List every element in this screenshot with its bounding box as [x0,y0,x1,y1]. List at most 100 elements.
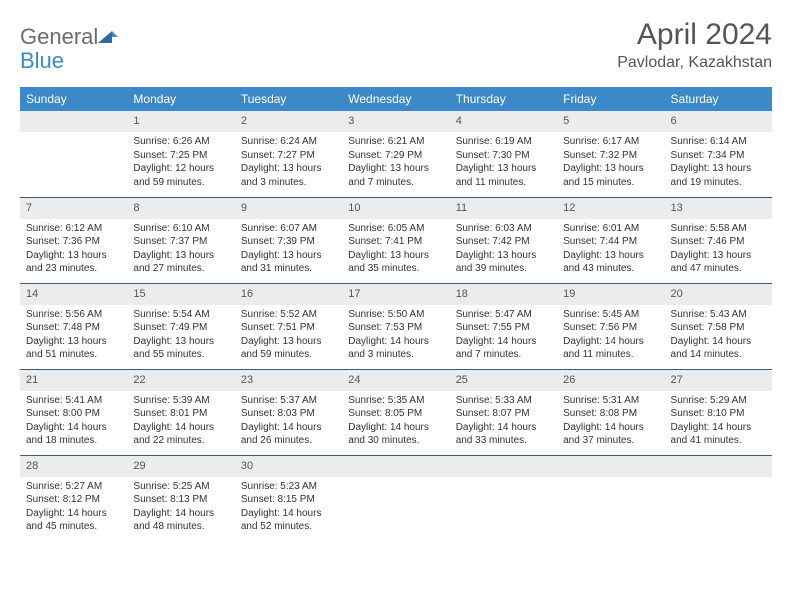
sunrise-text: Sunrise: 6:01 AM [563,222,658,236]
daylight-text-1: Daylight: 14 hours [133,507,228,521]
day-number: 25 [450,370,557,391]
day-content: Sunrise: 6:01 AMSunset: 7:44 PMDaylight:… [557,219,664,282]
sunset-text: Sunset: 7:46 PM [671,235,766,249]
sunrise-text: Sunrise: 5:45 AM [563,308,658,322]
daylight-text-2: and 3 minutes. [241,176,336,190]
sunrise-text: Sunrise: 6:24 AM [241,135,336,149]
daylight-text-1: Daylight: 14 hours [671,421,766,435]
day-number: 2 [235,111,342,132]
logo: General Blue [20,18,118,73]
daylight-text-2: and 35 minutes. [348,262,443,276]
daylight-text-1: Daylight: 14 hours [26,421,121,435]
sunset-text: Sunset: 8:03 PM [241,407,336,421]
daylight-text-1: Daylight: 13 hours [241,249,336,263]
calendar-cell: 11Sunrise: 6:03 AMSunset: 7:42 PMDayligh… [450,197,557,283]
day-content: Sunrise: 6:24 AMSunset: 7:27 PMDaylight:… [235,132,342,195]
logo-word-blue: Blue [20,48,64,73]
sunrise-text: Sunrise: 5:37 AM [241,394,336,408]
daylight-text-1: Daylight: 13 hours [348,249,443,263]
daylight-text-1: Daylight: 14 hours [348,421,443,435]
calendar-cell: 8Sunrise: 6:10 AMSunset: 7:37 PMDaylight… [127,197,234,283]
sunset-text: Sunset: 7:56 PM [563,321,658,335]
day-content: Sunrise: 6:26 AMSunset: 7:25 PMDaylight:… [127,132,234,195]
day-content: Sunrise: 5:35 AMSunset: 8:05 PMDaylight:… [342,391,449,454]
calendar-cell: 7Sunrise: 6:12 AMSunset: 7:36 PMDaylight… [20,197,127,283]
day-number [20,111,127,132]
day-number: 10 [342,198,449,219]
daylight-text-2: and 7 minutes. [348,176,443,190]
day-number [665,456,772,477]
calendar-cell: 4Sunrise: 6:19 AMSunset: 7:30 PMDaylight… [450,111,557,197]
day-content: Sunrise: 6:05 AMSunset: 7:41 PMDaylight:… [342,219,449,282]
day-number: 19 [557,284,664,305]
sunset-text: Sunset: 8:05 PM [348,407,443,421]
weekday-header: Friday [557,87,664,111]
daylight-text-1: Daylight: 14 hours [456,335,551,349]
daylight-text-2: and 30 minutes. [348,434,443,448]
daylight-text-2: and 39 minutes. [456,262,551,276]
daylight-text-1: Daylight: 13 hours [133,249,228,263]
sunrise-text: Sunrise: 6:14 AM [671,135,766,149]
calendar-cell: 29Sunrise: 5:25 AMSunset: 8:13 PMDayligh… [127,455,234,541]
daylight-text-1: Daylight: 14 hours [26,507,121,521]
daylight-text-1: Daylight: 12 hours [133,162,228,176]
daylight-text-1: Daylight: 14 hours [563,335,658,349]
daylight-text-1: Daylight: 14 hours [348,335,443,349]
daylight-text-1: Daylight: 13 hours [26,335,121,349]
day-content: Sunrise: 5:56 AMSunset: 7:48 PMDaylight:… [20,305,127,368]
day-number: 22 [127,370,234,391]
daylight-text-1: Daylight: 13 hours [241,335,336,349]
daylight-text-2: and 14 minutes. [671,348,766,362]
day-number: 1 [127,111,234,132]
sunrise-text: Sunrise: 5:43 AM [671,308,766,322]
sunrise-text: Sunrise: 5:23 AM [241,480,336,494]
calendar-cell: 2Sunrise: 6:24 AMSunset: 7:27 PMDaylight… [235,111,342,197]
day-content: Sunrise: 5:29 AMSunset: 8:10 PMDaylight:… [665,391,772,454]
sunset-text: Sunset: 7:29 PM [348,149,443,163]
calendar-cell: 28Sunrise: 5:27 AMSunset: 8:12 PMDayligh… [20,455,127,541]
sunrise-text: Sunrise: 6:05 AM [348,222,443,236]
calendar-cell: 25Sunrise: 5:33 AMSunset: 8:07 PMDayligh… [450,369,557,455]
flag-icon [98,29,118,50]
calendar-cell: 22Sunrise: 5:39 AMSunset: 8:01 PMDayligh… [127,369,234,455]
weekday-header: Saturday [665,87,772,111]
day-content: Sunrise: 5:43 AMSunset: 7:58 PMDaylight:… [665,305,772,368]
weekday-header: Monday [127,87,234,111]
sunrise-text: Sunrise: 5:50 AM [348,308,443,322]
sunrise-text: Sunrise: 6:26 AM [133,135,228,149]
sunset-text: Sunset: 7:58 PM [671,321,766,335]
daylight-text-2: and 26 minutes. [241,434,336,448]
day-number: 28 [20,456,127,477]
daylight-text-2: and 55 minutes. [133,348,228,362]
daylight-text-2: and 45 minutes. [26,520,121,534]
sunset-text: Sunset: 7:32 PM [563,149,658,163]
day-content: Sunrise: 6:19 AMSunset: 7:30 PMDaylight:… [450,132,557,195]
calendar-cell [450,455,557,541]
sunrise-text: Sunrise: 5:58 AM [671,222,766,236]
sunset-text: Sunset: 7:55 PM [456,321,551,335]
daylight-text-2: and 27 minutes. [133,262,228,276]
daylight-text-2: and 59 minutes. [241,348,336,362]
daylight-text-1: Daylight: 14 hours [456,421,551,435]
calendar-cell: 18Sunrise: 5:47 AMSunset: 7:55 PMDayligh… [450,283,557,369]
weekday-header: Tuesday [235,87,342,111]
day-content: Sunrise: 6:17 AMSunset: 7:32 PMDaylight:… [557,132,664,195]
calendar-row: 21Sunrise: 5:41 AMSunset: 8:00 PMDayligh… [20,369,772,455]
day-number: 9 [235,198,342,219]
day-number: 15 [127,284,234,305]
day-content: Sunrise: 6:21 AMSunset: 7:29 PMDaylight:… [342,132,449,195]
day-content: Sunrise: 6:10 AMSunset: 7:37 PMDaylight:… [127,219,234,282]
calendar-cell: 3Sunrise: 6:21 AMSunset: 7:29 PMDaylight… [342,111,449,197]
daylight-text-2: and 41 minutes. [671,434,766,448]
daylight-text-2: and 15 minutes. [563,176,658,190]
daylight-text-2: and 22 minutes. [133,434,228,448]
logo-text: General Blue [20,26,118,73]
sunset-text: Sunset: 7:48 PM [26,321,121,335]
daylight-text-2: and 47 minutes. [671,262,766,276]
calendar-cell: 21Sunrise: 5:41 AMSunset: 8:00 PMDayligh… [20,369,127,455]
sunrise-text: Sunrise: 6:10 AM [133,222,228,236]
calendar-row: 7Sunrise: 6:12 AMSunset: 7:36 PMDaylight… [20,197,772,283]
daylight-text-2: and 18 minutes. [26,434,121,448]
daylight-text-1: Daylight: 13 hours [133,335,228,349]
daylight-text-1: Daylight: 13 hours [456,249,551,263]
